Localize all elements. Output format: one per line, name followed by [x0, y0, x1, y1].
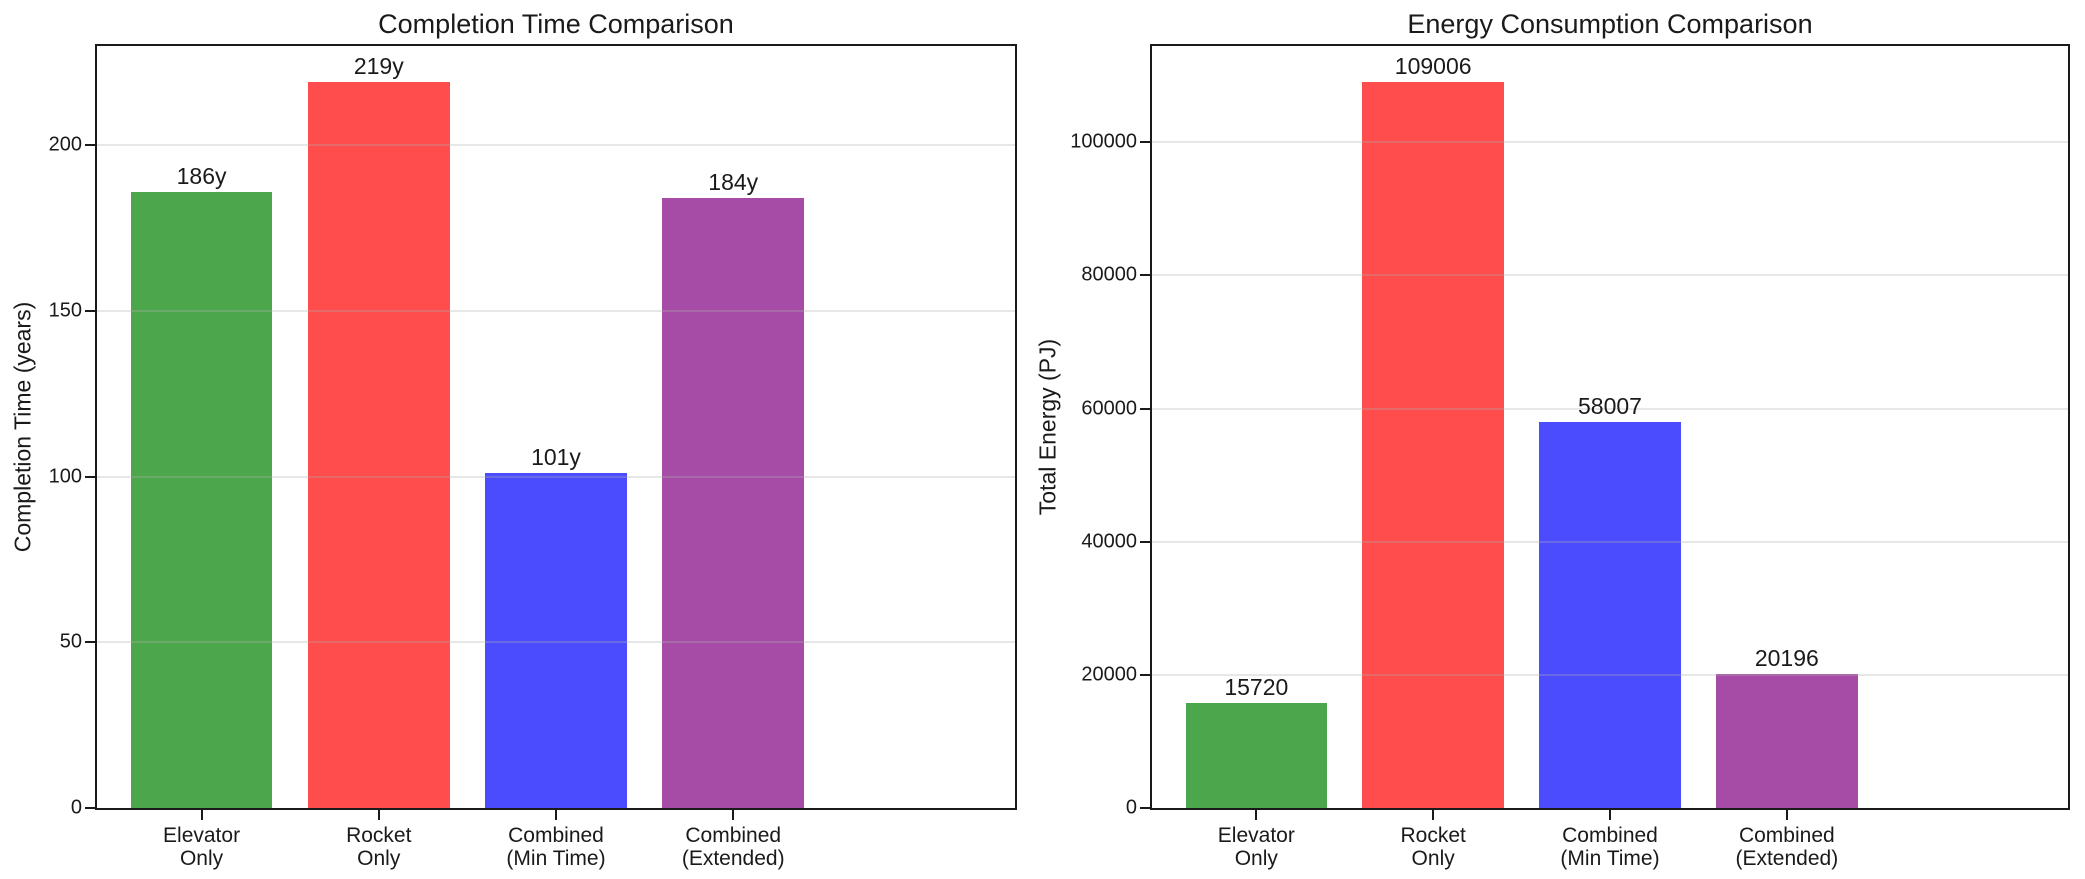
x-tick-rocket-only [1432, 810, 1435, 820]
gridline-200 [97, 144, 1015, 147]
y-tick-60000 [1140, 407, 1150, 410]
x-tick-combined-extended [1785, 810, 1788, 820]
y-tick-label-40000: 40000 [1081, 530, 1137, 553]
y-tick-label-80000: 80000 [1081, 263, 1137, 286]
y-tick-50 [85, 641, 95, 644]
x-tick-label-combined-min-time: Combined (Min Time) [506, 824, 606, 870]
gridline-50 [97, 641, 1015, 644]
x-tick-label-rocket-only: Rocket Only [1400, 824, 1466, 870]
x-tick-label-combined-extended: Combined (Extended) [1735, 824, 1839, 870]
gridline-100000 [1152, 141, 2068, 144]
bar-combined-min-time [1539, 421, 1681, 808]
bar-value-label-combined-extended: 184y [708, 169, 759, 196]
y-tick-label-150: 150 [48, 299, 82, 322]
bar-combined-extended [662, 198, 805, 808]
bar-value-label-combined-extended: 20196 [1754, 644, 1819, 671]
y-tick-label-100: 100 [48, 465, 82, 488]
y-tick-label-100000: 100000 [1070, 130, 1137, 153]
y-tick-0 [85, 807, 95, 809]
y-tick-label-50: 50 [59, 630, 82, 653]
gridline-40000 [1152, 540, 2068, 543]
bar-value-label-rocket-only: 219y [353, 53, 404, 80]
bar-value-label-elevator-only: 186y [176, 162, 227, 189]
x-tick-label-elevator-only: Elevator Only [163, 824, 241, 870]
y-tick-100 [85, 475, 95, 478]
y-tick-150 [85, 310, 95, 313]
axes-completion-time-chart: 186y 219y 101y 184y 0 50 100 150 200 Elevator Onl… [49, 44, 1017, 870]
bar-combined-extended [1716, 673, 1858, 808]
x-tick-label-combined-min-time: Combined (Min Time) [1560, 824, 1660, 870]
y-axis-label-completion-time: Completion Time (years) [9, 301, 36, 553]
bar-combined-min-time [485, 473, 627, 808]
y-tick-label-0: 0 [70, 796, 82, 819]
y-tick-label-200: 200 [48, 133, 82, 156]
x-tick-elevator-only [1255, 810, 1258, 820]
y-tick-label-0: 0 [1125, 796, 1137, 819]
x-tick-label-elevator-only: Elevator Only [1217, 824, 1295, 870]
gridline-100 [97, 475, 1015, 478]
gridline-60000 [1152, 407, 2068, 410]
bar-elevator-only [1185, 703, 1328, 808]
x-tick-elevator-only [200, 810, 203, 820]
y-tick-200 [85, 144, 95, 147]
gridline-80000 [1152, 274, 2068, 277]
chart-title-energy-consumption: Energy Consumption Comparison [1407, 9, 1813, 39]
bar-value-label-elevator-only: 15720 [1224, 674, 1289, 701]
bar-rocket-only [1362, 82, 1504, 808]
x-tick-label-combined-extended: Combined (Extended) [681, 824, 785, 870]
bar-value-label-combined-min-time: 58007 [1578, 392, 1642, 419]
y-tick-label-20000: 20000 [1081, 663, 1137, 686]
bar-elevator-only [130, 191, 273, 808]
x-tick-rocket-only [377, 810, 380, 820]
x-tick-combined-min-time [1609, 810, 1611, 820]
y-tick-0 [1140, 807, 1150, 809]
x-tick-combined-extended [732, 810, 735, 820]
gridline-150 [97, 310, 1015, 313]
axes-energy-consumption-chart: 15720 109006 58007 20196 0 20000 40000 60000 800… [1070, 44, 2070, 870]
gridline-20000 [1152, 673, 2068, 676]
y-tick-40000 [1140, 540, 1150, 543]
x-tick-label-rocket-only: Rocket Only [346, 824, 412, 870]
y-tick-label-60000: 60000 [1081, 397, 1137, 420]
y-tick-20000 [1140, 673, 1150, 676]
chart-title-completion-time: Completion Time Comparison [378, 9, 734, 39]
x-tick-combined-min-time [555, 810, 557, 820]
y-axis-label-total-energy: Total Energy (PJ) [1034, 338, 1061, 516]
bar-value-label-rocket-only: 109006 [1394, 53, 1472, 80]
y-tick-80000 [1140, 274, 1150, 277]
bar-value-label-combined-min-time: 101y [531, 444, 581, 471]
bar-rocket-only [307, 82, 450, 808]
y-tick-100000 [1140, 141, 1150, 144]
